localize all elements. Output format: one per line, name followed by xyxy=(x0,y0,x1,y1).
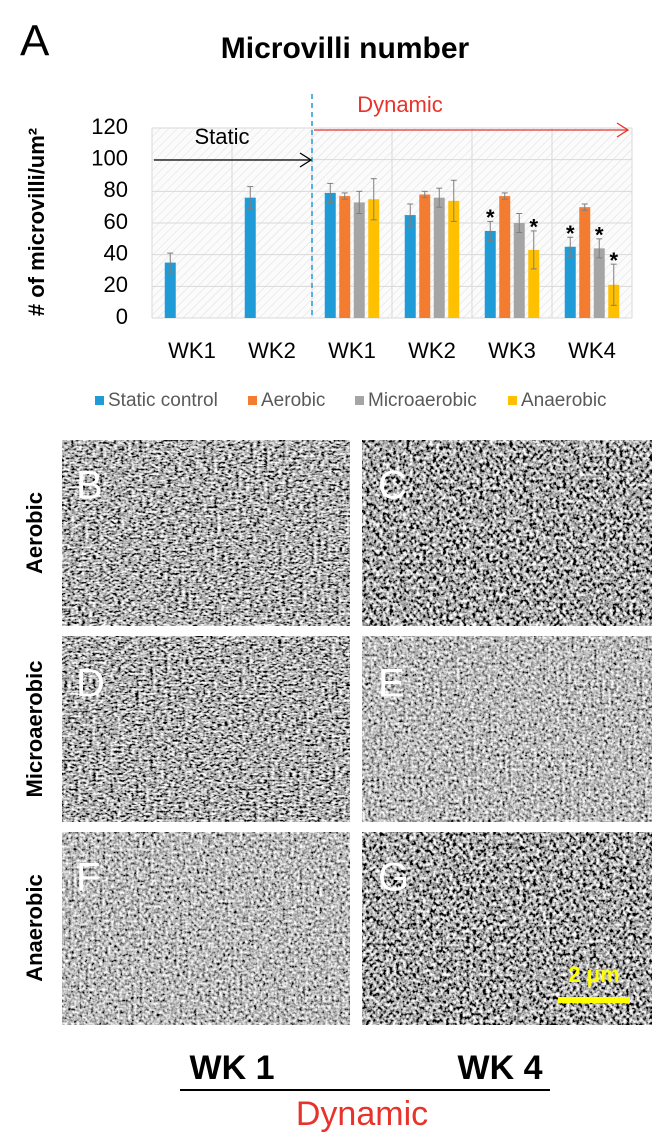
legend-swatch xyxy=(508,396,517,405)
x-tick-label: WK2 xyxy=(408,338,456,363)
bar xyxy=(164,262,176,318)
chart-title: Microvilli number xyxy=(221,32,470,65)
error-bar xyxy=(421,190,428,199)
y-tick-label: 100 xyxy=(91,145,128,170)
x-tick-label: WK1 xyxy=(168,338,216,363)
error-bar xyxy=(596,238,603,259)
bar xyxy=(433,197,445,318)
significance-marker: * xyxy=(486,205,495,230)
scale-bar-label: 2 μm xyxy=(568,962,619,987)
panel-letter: E xyxy=(378,662,405,706)
panel-letter: D xyxy=(76,662,105,706)
significance-marker: * xyxy=(529,215,538,240)
sem-image xyxy=(362,636,652,822)
y-tick-label: 20 xyxy=(104,272,128,297)
y-tick-label: 120 xyxy=(91,114,128,139)
error-bar xyxy=(450,179,457,222)
error-bar xyxy=(167,252,174,273)
row-label: Microaerobic xyxy=(22,661,47,798)
bar xyxy=(339,196,351,318)
legend-label: Anaerobic xyxy=(521,390,607,411)
legend-label: Microaerobic xyxy=(368,390,477,411)
panel-letters: B C D E F G xyxy=(76,464,409,900)
x-tick-label: WK4 xyxy=(568,338,616,363)
legend-label: Static control xyxy=(108,390,218,411)
column-label: WK 1 xyxy=(190,1049,275,1087)
bar xyxy=(513,223,525,318)
error-bar xyxy=(516,213,523,233)
panel-label: A xyxy=(20,17,50,66)
error-bar xyxy=(501,192,508,200)
bar xyxy=(353,202,365,318)
bar xyxy=(324,192,336,318)
bar xyxy=(404,215,416,318)
sem-image xyxy=(62,636,350,822)
bar xyxy=(564,246,576,318)
y-tick-label: 0 xyxy=(116,304,128,329)
panel-letter: G xyxy=(378,856,409,900)
error-bar xyxy=(581,203,588,211)
error-bar xyxy=(487,220,494,241)
bar xyxy=(593,248,605,318)
bar xyxy=(419,194,431,318)
bar xyxy=(579,207,591,318)
x-tick-label: WK3 xyxy=(488,338,536,363)
panel-letter: C xyxy=(378,464,407,508)
sem-image xyxy=(62,440,350,626)
bar xyxy=(244,197,256,318)
row-label: Anaerobic xyxy=(22,874,47,982)
error-bar xyxy=(370,178,377,221)
y-tick-label: 80 xyxy=(104,177,128,202)
legend-swatch xyxy=(355,396,364,405)
error-bar xyxy=(247,186,254,210)
static-label: Static xyxy=(194,124,249,149)
bar xyxy=(368,199,380,318)
x-tick-label: WK1 xyxy=(328,338,376,363)
y-tick-label: 60 xyxy=(104,209,128,234)
column-label: WK 4 xyxy=(458,1049,543,1087)
bar xyxy=(448,200,460,318)
sem-image xyxy=(362,440,652,626)
error-bar xyxy=(327,182,334,203)
significance-marker: * xyxy=(595,223,604,248)
legend-label: Aerobic xyxy=(261,390,325,411)
column-group-label: Dynamic xyxy=(296,1095,428,1133)
significance-marker: * xyxy=(609,248,618,273)
x-tick-label: WK2 xyxy=(248,338,296,363)
panel-letter: B xyxy=(76,464,103,508)
error-bar xyxy=(436,187,443,208)
error-bar xyxy=(567,236,574,257)
dynamic-label: Dynamic xyxy=(357,92,443,117)
error-bar xyxy=(356,190,363,214)
bar xyxy=(528,249,540,318)
error-bar xyxy=(341,192,348,200)
sem-image xyxy=(62,832,350,1025)
significance-marker: * xyxy=(566,221,575,246)
static-arrowhead xyxy=(299,152,313,168)
error-bar xyxy=(610,263,617,306)
row-label: Aerobic xyxy=(22,492,47,574)
legend-swatch xyxy=(95,396,104,405)
y-axis-label: # of microvilli/um² xyxy=(24,128,49,316)
dynamic-arrowhead xyxy=(616,122,630,138)
error-bar xyxy=(407,203,414,227)
legend-swatch xyxy=(248,396,257,405)
bar xyxy=(484,230,496,318)
sem-image xyxy=(362,832,652,1025)
bar xyxy=(499,196,511,318)
y-tick-label: 40 xyxy=(104,240,128,265)
panel-letter: F xyxy=(76,856,100,900)
error-bar xyxy=(530,230,537,270)
